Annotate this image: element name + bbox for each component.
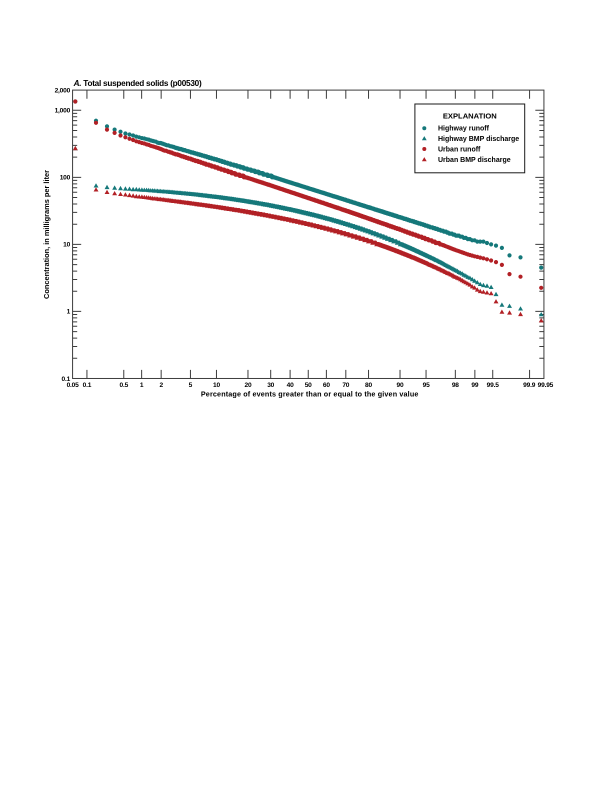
svg-text:40: 40 xyxy=(287,382,294,389)
svg-text:98: 98 xyxy=(452,382,459,389)
svg-text:0.5: 0.5 xyxy=(120,382,129,389)
svg-text:Percentage of events greater t: Percentage of events greater than or equ… xyxy=(201,390,419,399)
svg-text:Highway BMP discharge: Highway BMP discharge xyxy=(438,136,519,143)
svg-text:Urban runoff: Urban runoff xyxy=(438,146,481,153)
svg-text:Concentration, in milligrams p: Concentration, in milligrams per liter xyxy=(42,170,51,299)
svg-text:5: 5 xyxy=(189,382,193,389)
svg-text:0.1: 0.1 xyxy=(62,376,71,383)
svg-text:30: 30 xyxy=(267,382,274,389)
svg-text:Urban BMP discharge: Urban BMP discharge xyxy=(438,157,511,164)
svg-text:Highway runoff: Highway runoff xyxy=(438,126,490,133)
svg-text:0.1: 0.1 xyxy=(83,382,92,389)
svg-text:1: 1 xyxy=(67,309,71,316)
svg-text:A. Total suspended solids (p00: A. Total suspended solids (p00530) xyxy=(73,79,202,88)
svg-text:99.5: 99.5 xyxy=(487,382,500,389)
svg-text:10: 10 xyxy=(213,382,220,389)
svg-text:70: 70 xyxy=(342,382,349,389)
svg-text:EXPLANATION: EXPLANATION xyxy=(443,111,497,120)
svg-text:2: 2 xyxy=(159,382,163,389)
svg-text:20: 20 xyxy=(245,382,252,389)
svg-text:50: 50 xyxy=(305,382,312,389)
svg-text:0.05: 0.05 xyxy=(67,382,80,389)
svg-text:95: 95 xyxy=(423,382,430,389)
svg-text:2,000: 2,000 xyxy=(55,87,71,94)
svg-text:1,000: 1,000 xyxy=(55,108,71,115)
svg-text:100: 100 xyxy=(60,175,71,182)
svg-text:60: 60 xyxy=(323,382,330,389)
svg-text:10: 10 xyxy=(63,242,70,249)
svg-text:99.95: 99.95 xyxy=(538,382,554,389)
svg-text:1: 1 xyxy=(140,382,144,389)
svg-text:99.9: 99.9 xyxy=(523,382,536,389)
svg-text:99: 99 xyxy=(471,382,478,389)
svg-text:80: 80 xyxy=(365,382,372,389)
svg-text:90: 90 xyxy=(397,382,404,389)
